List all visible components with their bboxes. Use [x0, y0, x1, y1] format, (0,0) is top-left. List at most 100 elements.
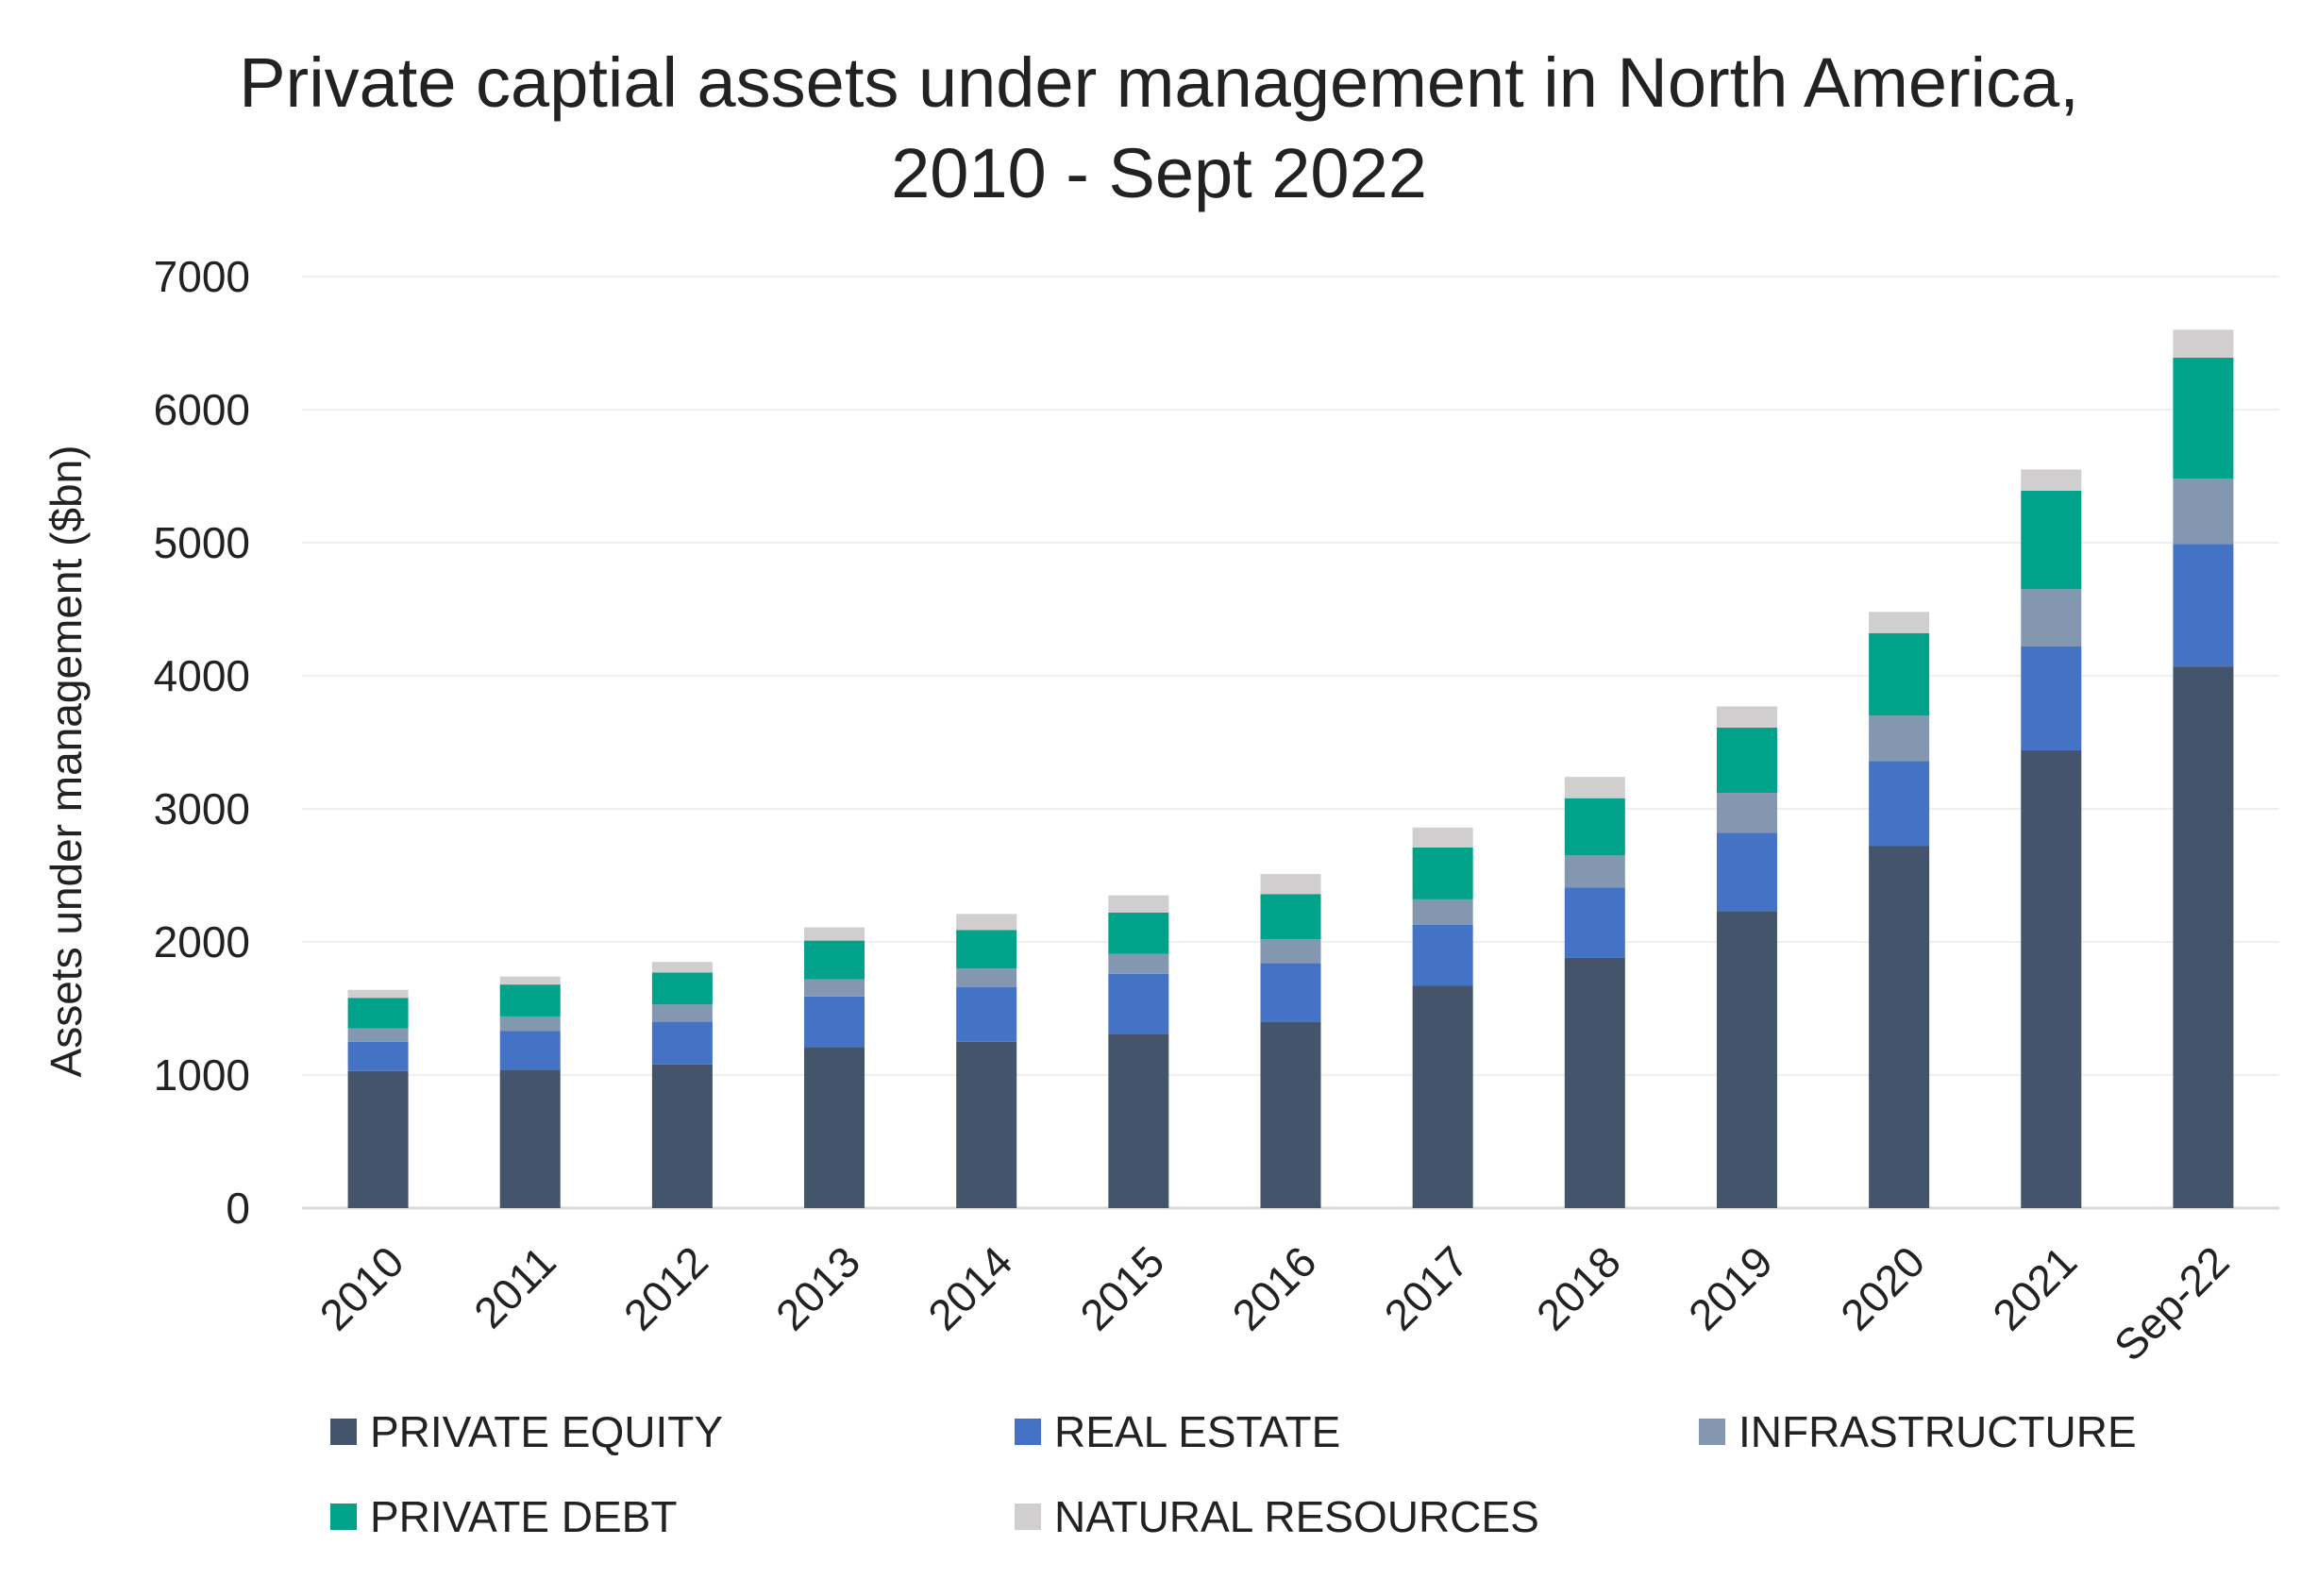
x-tick-label: 2019	[1679, 1236, 1782, 1339]
bar-segment	[2173, 358, 2234, 479]
bar-segment	[2021, 646, 2082, 750]
bar-segment	[1412, 827, 1473, 848]
y-tick-label: 3000	[154, 784, 250, 833]
bar-segment	[499, 1031, 561, 1070]
bars	[347, 329, 2234, 1208]
bar-segment	[1564, 887, 1625, 958]
x-tick-label: 2010	[311, 1236, 413, 1339]
chart-title: Private captial assets under management …	[0, 38, 2318, 219]
x-tick-label: 2011	[464, 1236, 565, 1337]
legend-item: NATURAL RESOURCES	[1015, 1491, 1539, 1542]
bar-segment	[804, 927, 865, 941]
bar-segment	[2021, 749, 2082, 1208]
bar-segment	[1108, 953, 1169, 974]
bar-segment	[1564, 957, 1625, 1208]
y-tick-label: 7000	[154, 252, 250, 301]
y-axis-ticks: 0 1000 2000 3000 4000 5000 6000 7000	[154, 252, 250, 1233]
gridlines	[302, 276, 2279, 1210]
bar-segment	[1716, 727, 1777, 794]
legend-swatch	[330, 1419, 357, 1445]
bar-segment	[1412, 985, 1473, 1208]
bar-segment	[1260, 1021, 1321, 1208]
bar-segment	[1869, 761, 1930, 847]
bar-segment	[1716, 706, 1777, 728]
bar-segment	[1260, 874, 1321, 895]
legend-label: PRIVATE DEBT	[370, 1492, 678, 1541]
bar-segment	[1564, 798, 1625, 856]
x-axis-ticks: 2010 2011 2012 2013 2014 2015 2016 2017 2018 2019…	[311, 1236, 2239, 1370]
bar-segment	[2173, 329, 2234, 359]
x-tick-label: 2020	[1831, 1236, 1934, 1339]
bar-segment	[1412, 899, 1473, 925]
bar-segment	[651, 1064, 713, 1208]
y-tick-label: 5000	[154, 518, 250, 567]
x-tick-label: 2021	[1983, 1236, 2086, 1339]
bar-segment	[347, 998, 409, 1029]
legend-item: INFRASTRUCTURE	[1699, 1406, 2137, 1457]
bar-segment	[347, 1041, 409, 1071]
bar-segment	[1260, 894, 1321, 940]
bar-segment	[1716, 911, 1777, 1208]
bar-segment	[956, 1041, 1017, 1208]
legend-swatch	[1015, 1419, 1041, 1445]
bar-segment	[651, 972, 713, 1005]
x-tick-label: 2015	[1070, 1236, 1173, 1339]
bar-segment	[1869, 612, 1930, 633]
bar-segment	[804, 996, 865, 1048]
bar-segment	[2173, 666, 2234, 1208]
bar-segment	[2021, 469, 2082, 492]
bar-segment	[804, 1047, 865, 1208]
chart-title-line-2: 2010 - Sept 2022	[891, 134, 1427, 212]
legend-swatch	[1699, 1419, 1725, 1445]
y-tick-label: 6000	[154, 385, 250, 434]
bar-segment	[2173, 479, 2234, 545]
bar-segment	[2021, 589, 2082, 647]
bar-segment	[499, 1016, 561, 1032]
legend-swatch	[330, 1504, 357, 1530]
bar-segment	[956, 914, 1017, 931]
bar-segment	[1564, 855, 1625, 888]
legend-item: PRIVATE DEBT	[330, 1491, 677, 1542]
bar-segment	[1412, 924, 1473, 986]
bar-segment	[1260, 963, 1321, 1022]
bar-segment	[499, 976, 561, 985]
x-tick-label: 2013	[766, 1236, 869, 1339]
bar-segment	[347, 989, 409, 999]
legend-label: NATURAL RESOURCES	[1054, 1492, 1539, 1541]
y-axis-label: Assets under management ($bn)	[42, 445, 91, 1078]
bar-segment	[1869, 632, 1930, 716]
bar-segment	[804, 979, 865, 997]
bar-segment	[651, 1021, 713, 1065]
legend-label: REAL ESTATE	[1054, 1407, 1341, 1456]
bar-segment	[347, 1070, 409, 1208]
legend-label: PRIVATE EQUITY	[370, 1407, 724, 1456]
legend-label: INFRASTRUCTURE	[1738, 1407, 2137, 1456]
chart-title-line-1: Private captial assets under management …	[239, 43, 2079, 122]
bar-segment	[651, 962, 713, 973]
bar-segment	[1869, 846, 1930, 1208]
legend-item: REAL ESTATE	[1015, 1406, 1340, 1457]
bar-segment	[804, 940, 865, 980]
bar-segment	[499, 984, 561, 1016]
bar-segment	[1412, 847, 1473, 899]
y-tick-label: 0	[226, 1184, 250, 1233]
bar-segment	[956, 986, 1017, 1042]
bar-segment	[1716, 793, 1777, 833]
legend-item: PRIVATE EQUITY	[330, 1406, 723, 1457]
x-tick-label: 2012	[614, 1236, 717, 1339]
x-tick-label: 2017	[1375, 1236, 1478, 1339]
bar-segment	[651, 1004, 713, 1022]
bar-segment	[1108, 1033, 1169, 1208]
x-tick-label: Sep-22	[2105, 1236, 2239, 1370]
x-tick-label: 2018	[1527, 1236, 1630, 1339]
bar-segment	[1869, 715, 1930, 762]
bar-segment	[499, 1069, 561, 1208]
bar-segment	[1108, 973, 1169, 1034]
bar-segment	[956, 968, 1017, 987]
bar-segment	[347, 1028, 409, 1042]
y-tick-label: 1000	[154, 1050, 250, 1100]
bar-segment	[2173, 544, 2234, 667]
bar-segment	[1108, 912, 1169, 954]
bar-segment	[956, 930, 1017, 969]
